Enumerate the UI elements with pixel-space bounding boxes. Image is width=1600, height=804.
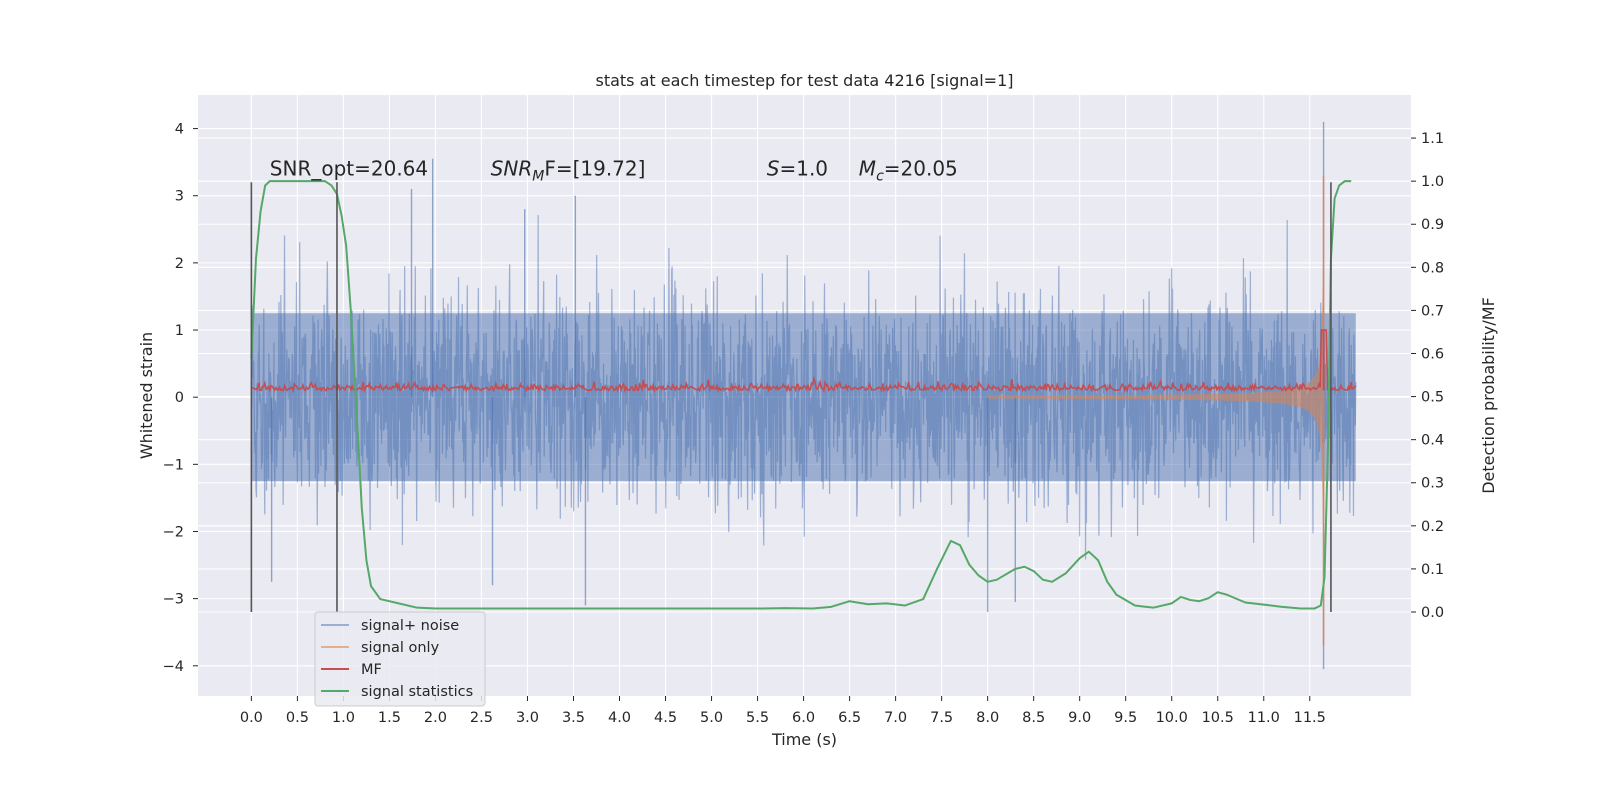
- x-tick-label: 0.0: [240, 710, 263, 726]
- y-right-tick-label: 0.8: [1421, 260, 1444, 276]
- x-tick-label: 4.5: [654, 710, 677, 726]
- y-axis-right-label: Detection probability/MF: [1479, 297, 1498, 494]
- x-tick-label: 6.5: [838, 710, 861, 726]
- y-right-tick-label: 1.0: [1421, 174, 1444, 190]
- x-tick-label: 6.0: [792, 710, 815, 726]
- signal-statistics-line: [250, 180, 1352, 610]
- annotation-text: Mc=20.05: [859, 157, 958, 185]
- x-tick-label: 10.0: [1156, 710, 1188, 726]
- y-right-tick-label: 1.1: [1421, 131, 1444, 147]
- legend-label: MF: [361, 662, 382, 678]
- y-axis-left-label: Whitened strain: [137, 332, 156, 459]
- x-tick-label: 1.0: [332, 710, 355, 726]
- axes: 0.0 0.5 1.0 1.5 2.0 2.5 3.0 3.5 4.0 4.5 5.0 5.5 6.0 6…: [163, 122, 1444, 726]
- annotations: SNR_opt=20.64 SNRMF=[19.72] S=1.0 Mc=20.05: [270, 157, 958, 185]
- y-left-tick-label: 3: [175, 189, 184, 205]
- y-right-tick-label: 0.9: [1421, 217, 1444, 233]
- x-tick-label: 9.0: [1068, 710, 1091, 726]
- y-left-tick-label: 4: [175, 122, 184, 138]
- legend: signal+ noise signal only MF signal statist…: [314, 611, 486, 707]
- y-right-tick-label: 0.1: [1421, 562, 1444, 578]
- y-right-tick-label: 0.2: [1421, 519, 1444, 535]
- y-right-tick-label: 0.6: [1421, 346, 1444, 362]
- y-right-tick-label: 0.7: [1421, 303, 1444, 319]
- y-right-tick-label: 0.0: [1421, 605, 1444, 621]
- y-right-tick-label: 0.4: [1421, 433, 1444, 449]
- data-layer: [250, 121, 1357, 670]
- x-tick-label: 4.0: [608, 710, 631, 726]
- y-left-tick-label: −3: [163, 592, 184, 608]
- legend-label: signal statistics: [361, 684, 473, 700]
- mf-line: [251, 329, 1357, 394]
- annotation-text: SNRMF=[19.72]: [491, 157, 646, 185]
- x-tick-label: 0.5: [286, 710, 309, 726]
- annotation-text: S=1.0: [767, 157, 828, 181]
- x-axis-label: Time (s): [771, 730, 837, 749]
- x-tick-label: 5.0: [700, 710, 723, 726]
- x-tick-label: 8.0: [976, 710, 999, 726]
- legend-box: [314, 611, 486, 707]
- y-right-tick-label: 0.5: [1421, 390, 1444, 406]
- y-left-tick-label: −1: [163, 457, 184, 473]
- x-tick-label: 2.0: [424, 710, 447, 726]
- y-left-tick-label: −2: [163, 524, 184, 540]
- signal-only-envelope: [987, 225, 1324, 569]
- y-left-tick-label: 1: [175, 323, 184, 339]
- chart-title: stats at each timestep for test data 421…: [595, 71, 1013, 90]
- x-tick-label: 7.5: [930, 710, 953, 726]
- x-tick-label: 11.0: [1248, 710, 1280, 726]
- x-tick-label: 3.5: [562, 710, 585, 726]
- x-tick-label: 2.5: [470, 710, 493, 726]
- x-tick-label: 9.5: [1114, 710, 1137, 726]
- y-left-tick-label: −4: [163, 659, 184, 675]
- annotation-text: SNR_opt=20.64: [270, 157, 428, 181]
- legend-label: signal only: [361, 640, 440, 656]
- x-tick-label: 11.5: [1294, 710, 1326, 726]
- y-right-tick-label: 0.3: [1421, 476, 1444, 492]
- y-left-tick-label: 0: [175, 390, 184, 406]
- x-tick-label: 8.5: [1022, 710, 1045, 726]
- x-tick-label: 5.5: [746, 710, 769, 726]
- x-tick-label: 3.0: [516, 710, 539, 726]
- legend-label: signal+ noise: [361, 618, 459, 634]
- x-tick-label: 1.5: [378, 710, 401, 726]
- x-tick-label: 10.5: [1202, 710, 1234, 726]
- x-tick-label: 7.0: [884, 710, 907, 726]
- y-left-tick-label: 2: [175, 256, 184, 272]
